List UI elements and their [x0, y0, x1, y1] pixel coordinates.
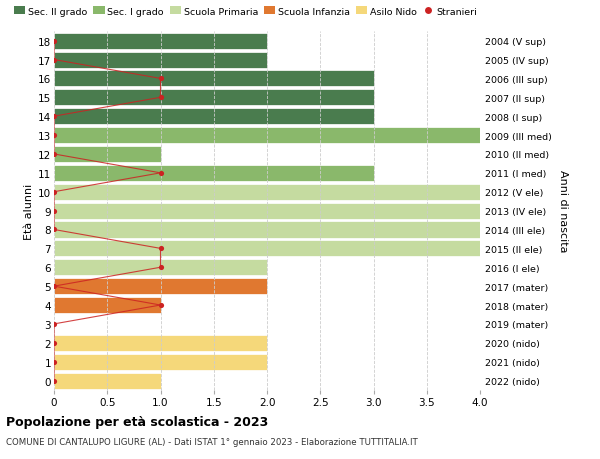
- Bar: [54, 128, 480, 144]
- Point: [49, 339, 59, 347]
- Point: [49, 320, 59, 328]
- Point: [156, 76, 166, 83]
- Point: [49, 207, 59, 215]
- Bar: [54, 90, 373, 106]
- Point: [156, 170, 166, 177]
- Point: [49, 283, 59, 290]
- Point: [49, 226, 59, 234]
- Bar: [54, 297, 161, 313]
- Text: COMUNE DI CANTALUPO LIGURE (AL) - Dati ISTAT 1° gennaio 2023 - Elaborazione TUTT: COMUNE DI CANTALUPO LIGURE (AL) - Dati I…: [6, 437, 418, 446]
- Bar: [54, 354, 267, 370]
- Bar: [54, 260, 267, 276]
- Bar: [54, 146, 161, 162]
- Y-axis label: Età alunni: Età alunni: [24, 183, 34, 239]
- Bar: [54, 203, 480, 219]
- Point: [49, 151, 59, 158]
- Point: [49, 358, 59, 365]
- Point: [49, 57, 59, 64]
- Text: Popolazione per età scolastica - 2023: Popolazione per età scolastica - 2023: [6, 415, 268, 428]
- Bar: [54, 222, 480, 238]
- Bar: [54, 279, 267, 295]
- Point: [49, 189, 59, 196]
- Point: [156, 302, 166, 309]
- Y-axis label: Anni di nascita: Anni di nascita: [559, 170, 568, 252]
- Legend: Sec. II grado, Sec. I grado, Scuola Primaria, Scuola Infanzia, Asilo Nido, Stran: Sec. II grado, Sec. I grado, Scuola Prim…: [10, 4, 481, 20]
- Point: [156, 264, 166, 271]
- Point: [49, 38, 59, 45]
- Bar: [54, 52, 267, 68]
- Bar: [54, 34, 267, 50]
- Point: [156, 245, 166, 252]
- Point: [156, 95, 166, 102]
- Bar: [54, 165, 373, 181]
- Bar: [54, 241, 480, 257]
- Bar: [54, 335, 267, 351]
- Bar: [54, 109, 373, 125]
- Bar: [54, 71, 373, 87]
- Bar: [54, 373, 161, 389]
- Point: [49, 377, 59, 384]
- Bar: [54, 184, 480, 200]
- Point: [49, 113, 59, 121]
- Point: [49, 132, 59, 140]
